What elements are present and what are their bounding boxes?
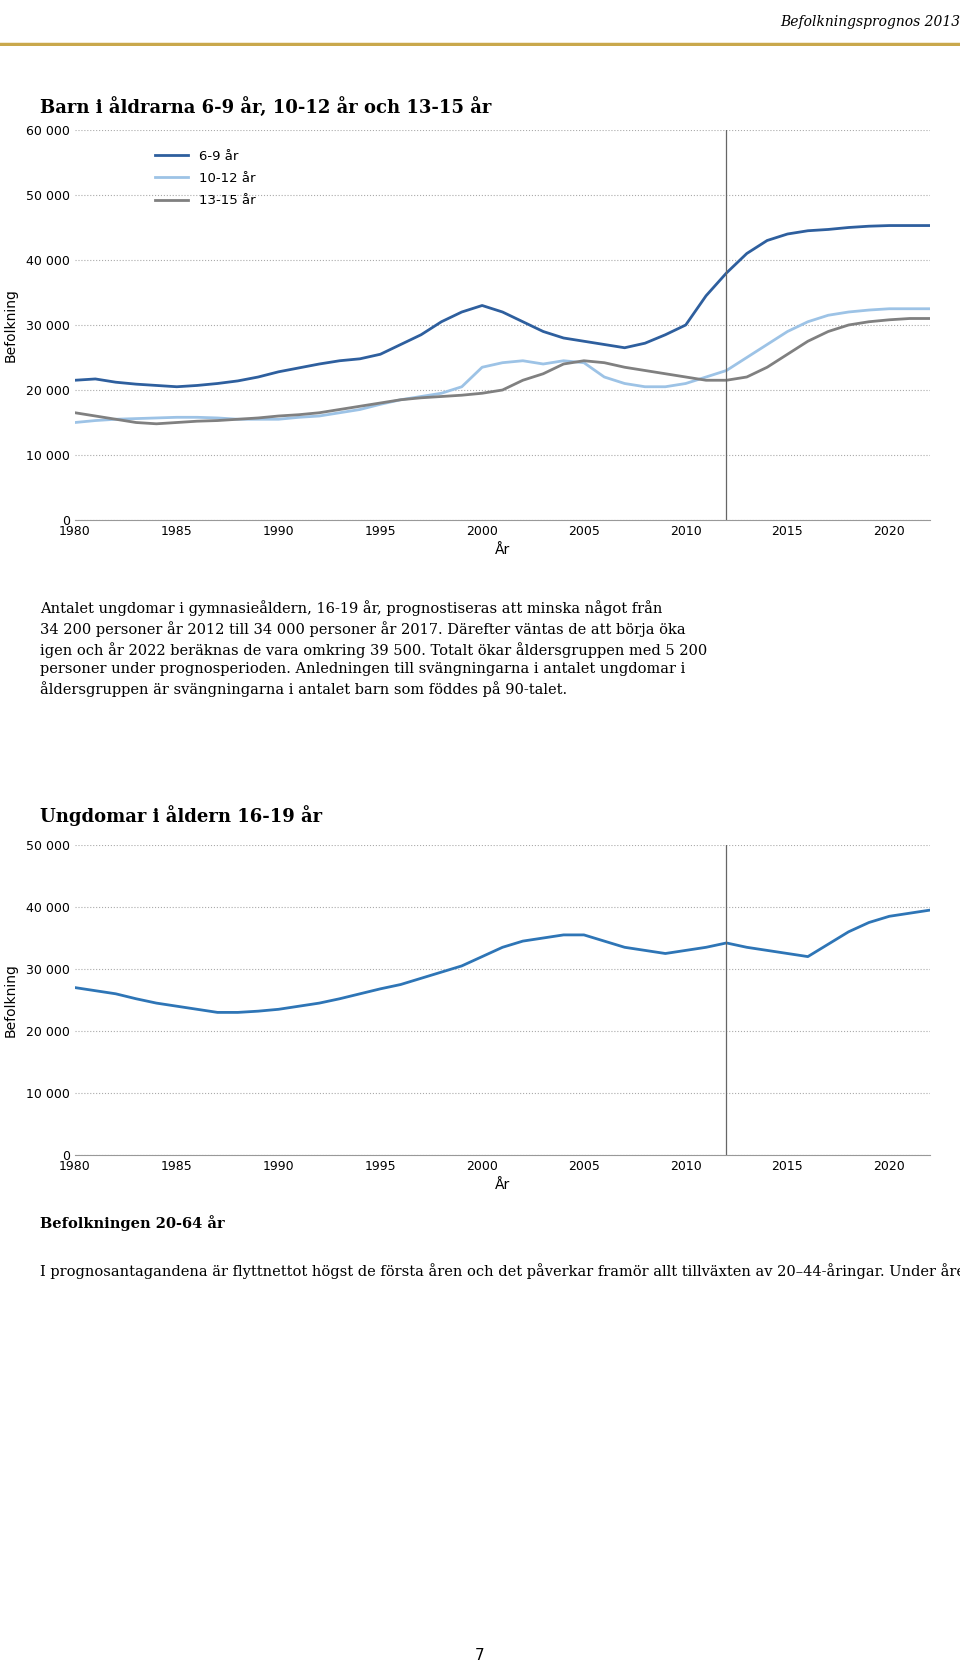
X-axis label: År: År (494, 1178, 510, 1192)
Text: Befolkningsprognos 2013: Befolkningsprognos 2013 (780, 15, 960, 28)
Text: Ungdomar i åldern 16-19 år: Ungdomar i åldern 16-19 år (40, 806, 323, 826)
Y-axis label: Befolkning: Befolkning (4, 288, 18, 362)
Text: I prognosantagandena är flyttnettot högst de första åren och det påverkar framör: I prognosantagandena är flyttnettot högs… (40, 1262, 960, 1279)
Text: 7: 7 (475, 1648, 485, 1663)
Legend: 6-9 år, 10-12 år, 13-15 år: 6-9 år, 10-12 år, 13-15 år (150, 144, 261, 213)
Text: Barn i åldrarna 6-9 år, 10-12 år och 13-15 år: Barn i åldrarna 6-9 år, 10-12 år och 13-… (40, 97, 492, 117)
Y-axis label: Befolkning: Befolkning (4, 964, 18, 1037)
Text: Antalet ungdomar i gymnasieåldern, 16-19 år, prognostiseras att minska något frå: Antalet ungdomar i gymnasieåldern, 16-19… (40, 600, 708, 697)
Text: Befolkningen 20-64 år: Befolkningen 20-64 år (40, 1215, 225, 1230)
X-axis label: År: År (494, 543, 510, 558)
